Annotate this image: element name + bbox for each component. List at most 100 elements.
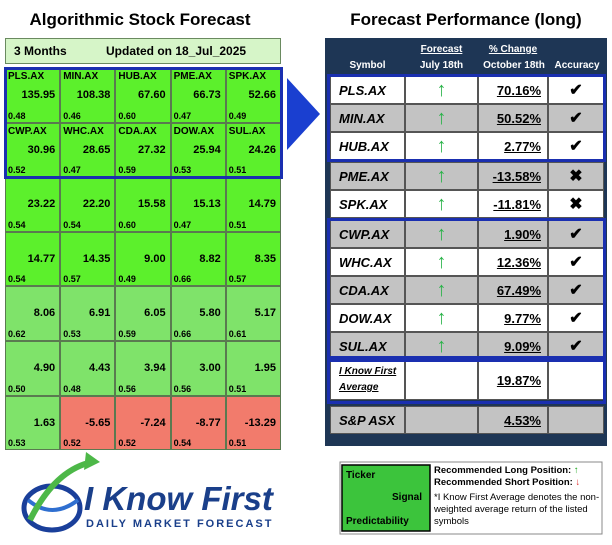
predictability: 0.46	[63, 110, 81, 121]
signal: 27.32	[138, 143, 166, 156]
signal: 25.94	[193, 143, 221, 156]
predictability: 0.57	[63, 274, 81, 285]
forecast-cell: ↑	[405, 190, 478, 218]
accuracy: ✔	[548, 132, 604, 160]
symbol: WHC.AX	[330, 248, 405, 276]
signal: 15.58	[138, 198, 166, 211]
ticker: SPK.AX	[228, 71, 267, 82]
grid-cell: 3.94 0.56	[115, 341, 171, 396]
symbol: SPK.AX	[330, 190, 405, 218]
signal: -5.65	[85, 416, 111, 429]
ticker: DOW.AX	[173, 125, 215, 137]
up-arrow: ↑	[436, 278, 447, 301]
signal: 5.80	[199, 307, 221, 320]
grid-cell: PLS.AX 135.95 0.48	[5, 68, 61, 123]
signal: 4.90	[33, 362, 56, 374]
accuracy: ✔	[548, 104, 604, 132]
symbol: PLS.AX	[330, 76, 405, 104]
grid-cell: 15.13 0.47	[170, 177, 226, 232]
signal: 4.43	[88, 362, 111, 374]
predictability: 0.47	[173, 219, 192, 230]
logo-globe	[21, 452, 100, 533]
grid-cell: 5.17 0.61	[225, 286, 281, 341]
signal: 52.66	[248, 89, 276, 101]
left-header: 3 Months Updated on 18_Jul_2025	[5, 38, 281, 64]
symbol: DOW.AX	[330, 304, 405, 332]
legend-note: *I Know First Average denotes the non-we…	[434, 492, 600, 527]
grid-cell: 6.91 0.53	[60, 286, 116, 341]
logo-tagline: DAILY MARKET FORECAST	[86, 518, 274, 530]
accuracy: ✔	[548, 304, 604, 332]
accuracy	[548, 360, 604, 400]
predictability: 0.66	[173, 274, 192, 285]
predictability: 0.51	[228, 438, 247, 449]
predictability: 0.48	[63, 383, 81, 394]
legend-long-text: Recommended Long Position:	[434, 465, 572, 476]
signal: 66.73	[193, 89, 221, 101]
signal: 8.35	[254, 252, 276, 265]
signal: 28.65	[82, 143, 111, 156]
grid-cell: 15.58 0.60	[115, 177, 171, 232]
predictability: 0.48	[8, 110, 26, 121]
grid-cell: 23.22 0.54	[5, 177, 61, 232]
updated: Updated on 18_Jul_2025	[106, 44, 247, 58]
signal: 22.20	[82, 198, 111, 211]
legend-short: Recommended Short Position: ↓	[434, 477, 581, 488]
change: 70.16%	[478, 76, 548, 104]
signal: 14.35	[82, 252, 111, 265]
header: Accuracy	[554, 60, 600, 71]
predictability: 0.49	[228, 110, 247, 121]
forecast-cell: ↑	[405, 104, 478, 132]
accuracy: ✔	[548, 276, 604, 304]
predictability: 0.52	[8, 165, 26, 176]
group-border	[327, 356, 606, 404]
grid-cell: 14.77 0.54	[5, 231, 61, 287]
signal: 23.22	[27, 198, 56, 211]
grid-cell: SUL.AX 24.26 0.51	[225, 122, 281, 178]
legend-predictability: Predictability	[346, 516, 409, 527]
legend-short-text: Recommended Short Position:	[434, 477, 573, 488]
grid-cell: CDA.AX 27.32 0.59	[115, 122, 171, 178]
grid-cell: 22.20 0.54	[60, 177, 116, 232]
predictability: 0.47	[63, 165, 81, 176]
accuracy: ✔	[548, 332, 604, 360]
change: 9.09%	[478, 332, 548, 360]
change: 1.90%	[478, 220, 548, 248]
grid-cell: CWP.AX 30.96 0.52	[5, 122, 61, 178]
signal: 3.94	[144, 362, 166, 374]
header: July 18th	[419, 60, 464, 71]
signal: 67.60	[138, 89, 166, 101]
predictability: 0.51	[228, 383, 247, 394]
grid-cell: PME.AX 66.73 0.47	[170, 68, 226, 123]
grid-cell: 1.63 0.53	[5, 395, 61, 451]
predictability: 0.53	[8, 438, 26, 449]
grid-cell: WHC.AX 28.65 0.47	[60, 122, 116, 178]
up-arrow: ↑	[436, 134, 447, 157]
grid-cell: 9.00 0.49	[115, 231, 171, 287]
symbol: CDA.AX	[330, 276, 405, 304]
predictability: 0.66	[173, 328, 192, 339]
predictability: 0.56	[118, 383, 136, 394]
up-arrow: ↑	[436, 164, 447, 187]
group-border	[4, 67, 283, 180]
grid-cell: -8.77 0.54	[170, 395, 226, 451]
grid-cell: 5.80 0.66	[170, 286, 226, 341]
grid-cell: 1.95 0.51	[225, 341, 281, 396]
change: 50.52%	[478, 104, 548, 132]
predictability: 0.54	[63, 219, 81, 230]
signal: -13.29	[244, 416, 276, 429]
signal: 30.96	[27, 143, 56, 156]
grid-cell: -7.24 0.52	[115, 395, 171, 451]
ticker: SUL.AX	[228, 125, 266, 137]
grid-cell: DOW.AX 25.94 0.53	[170, 122, 226, 178]
predictability: 0.60	[118, 219, 136, 230]
change: 12.36%	[478, 248, 548, 276]
header: October 18th	[483, 60, 545, 71]
ticker: HUB.AX	[118, 71, 157, 82]
group-border	[327, 218, 606, 362]
up-arrow: ↑	[436, 250, 447, 273]
forecast-cell: ↑	[405, 248, 478, 276]
signal: 24.26	[248, 143, 276, 156]
logo-name: I Know First	[84, 480, 273, 517]
